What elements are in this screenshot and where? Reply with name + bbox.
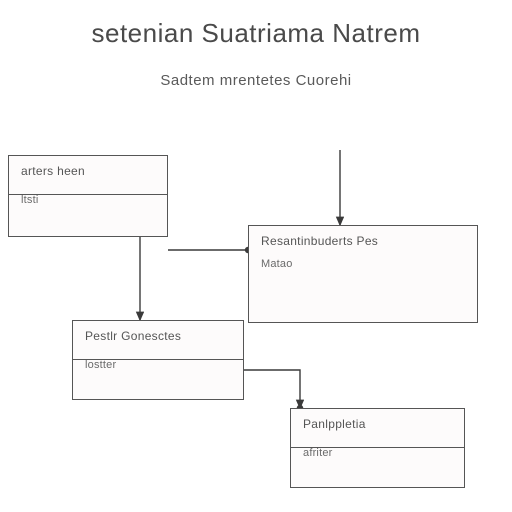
flow-node-n3: Pestlr Gonesctes lostter <box>72 320 244 400</box>
flow-node-n1: arters heen ltsti <box>8 155 168 237</box>
flow-node-n4: Panlppletia afriter <box>290 408 465 488</box>
node-label: Resantinbuderts Pes <box>261 234 467 248</box>
page-title: setenian Suatriama Natrem <box>0 18 512 49</box>
node-label: Panlppletia <box>303 417 454 431</box>
node-sublabel: afriter <box>303 447 454 459</box>
node-sublabel: Matao <box>261 258 467 270</box>
node-label: Pestlr Gonesctes <box>85 329 233 343</box>
node-sublabel: ltsti <box>21 194 157 206</box>
node-sublabel: lostter <box>85 359 233 371</box>
node-label: arters heen <box>21 164 157 178</box>
edge-3 <box>244 370 300 408</box>
flow-node-n2: Resantinbuderts Pes Matao <box>248 225 478 323</box>
node-divider <box>73 359 243 360</box>
node-divider <box>291 447 464 448</box>
page-subtitle: Sadtem mrentetes Cuorehi <box>0 72 512 89</box>
diagram-canvas: setenian Suatriama Natrem Sadtem mrentet… <box>0 0 512 512</box>
node-divider <box>9 194 167 195</box>
